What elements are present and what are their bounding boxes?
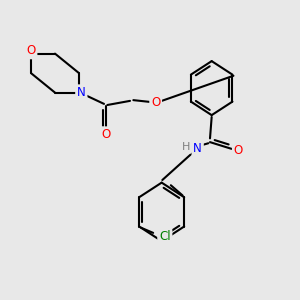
Text: O: O — [234, 144, 243, 157]
Text: H: H — [182, 142, 190, 152]
Text: O: O — [26, 44, 36, 58]
Text: N: N — [77, 86, 86, 99]
Text: O: O — [101, 128, 110, 141]
Text: O: O — [151, 95, 160, 109]
Text: N: N — [193, 142, 202, 155]
Text: Cl: Cl — [159, 230, 171, 243]
